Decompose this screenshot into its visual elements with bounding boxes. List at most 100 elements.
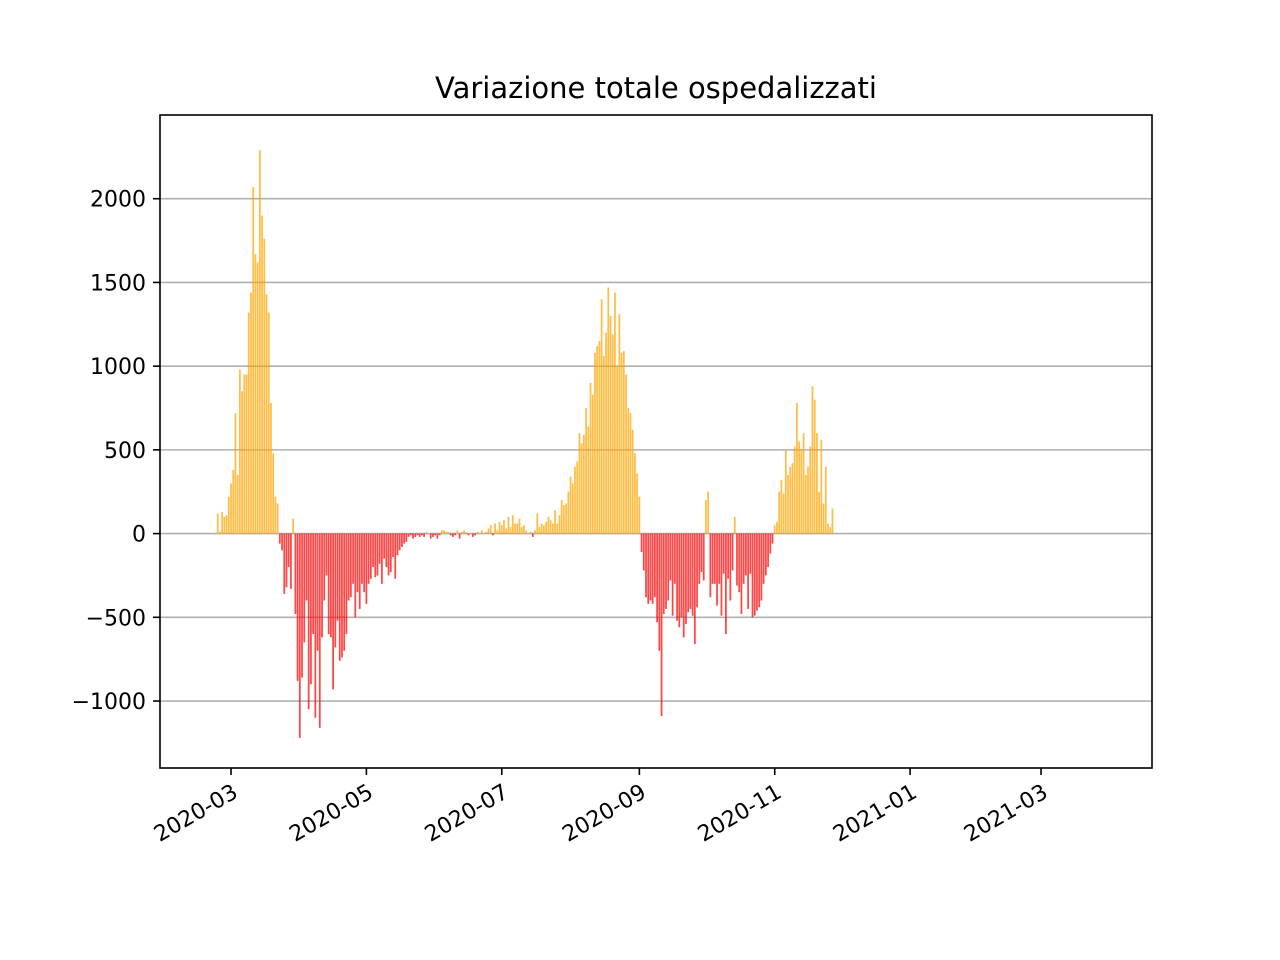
bar (702, 533, 705, 581)
bar (440, 530, 443, 534)
bar (594, 352, 596, 534)
y-tick-label: 500 (104, 439, 146, 464)
bar (503, 520, 505, 534)
bar (265, 294, 268, 534)
bar (509, 526, 512, 534)
bar (687, 533, 690, 613)
bar (480, 530, 483, 534)
bar (729, 533, 732, 601)
bar (230, 483, 232, 534)
bar (682, 533, 685, 638)
bar (443, 530, 445, 534)
bar (491, 533, 494, 536)
bar (232, 469, 235, 534)
bar (742, 533, 745, 584)
bar (398, 533, 401, 551)
bar (305, 533, 308, 601)
x-tick-label: 2020-05 (286, 780, 378, 848)
bar (540, 523, 543, 534)
bar (649, 533, 652, 601)
bar (696, 533, 698, 608)
bar (645, 533, 647, 598)
bar (656, 533, 658, 623)
bar (582, 434, 585, 534)
bar (485, 531, 488, 534)
bar (383, 533, 386, 559)
bar (434, 533, 437, 536)
bar (263, 238, 266, 534)
bar (740, 533, 743, 614)
bar (700, 533, 703, 573)
y-tick-label: 0 (132, 523, 146, 548)
bar (296, 533, 299, 681)
bar (494, 523, 496, 534)
bar (349, 533, 352, 598)
bar (813, 399, 816, 534)
bar (671, 533, 674, 616)
bar (254, 253, 257, 534)
bar (807, 466, 809, 534)
bar (804, 474, 807, 534)
bar (416, 533, 419, 536)
x-tick-label: 2021-01 (829, 780, 921, 848)
bar (625, 374, 627, 534)
bar (811, 386, 814, 534)
bar (784, 449, 787, 534)
bar (827, 523, 829, 534)
bar (529, 531, 532, 534)
bar (691, 533, 694, 616)
x-tick-label: 2020-07 (421, 780, 513, 848)
bar (769, 533, 772, 554)
bar (310, 533, 312, 685)
bar (414, 533, 417, 537)
x-tick-label: 2021-03 (960, 780, 1052, 848)
bar (718, 533, 721, 584)
bar (802, 433, 805, 534)
bar (392, 533, 394, 558)
bar (454, 533, 457, 536)
bar (822, 503, 825, 534)
bar (611, 334, 614, 534)
bar (372, 533, 374, 568)
bar (314, 533, 317, 718)
bar (234, 413, 237, 534)
bar (276, 503, 279, 534)
bar (241, 391, 243, 534)
bar (267, 312, 270, 534)
bar (236, 474, 239, 534)
bar (725, 533, 727, 635)
bar (598, 341, 601, 534)
bar (396, 533, 399, 556)
bar (294, 533, 297, 614)
bar (638, 496, 641, 534)
bar (378, 533, 381, 564)
bar (587, 426, 590, 534)
bar (258, 150, 261, 534)
bar (709, 533, 712, 598)
bar (574, 466, 576, 534)
bar (274, 496, 277, 534)
y-tick-label: 1500 (90, 271, 146, 296)
bar (518, 518, 521, 534)
bar (809, 446, 812, 534)
bar (698, 533, 701, 584)
bar (767, 533, 769, 568)
bar (793, 446, 796, 534)
x-tick-label: 2020-11 (694, 780, 786, 848)
bar (654, 533, 656, 598)
bar (824, 466, 827, 534)
bar (338, 533, 341, 661)
bar (667, 533, 670, 601)
bar (345, 533, 348, 635)
bar (747, 533, 749, 609)
bar (585, 408, 587, 534)
bar (507, 516, 510, 534)
bar (713, 533, 716, 584)
bar (489, 525, 492, 534)
bar (420, 533, 423, 536)
bar (329, 533, 332, 638)
y-tick-label: −500 (86, 606, 146, 631)
bar (354, 533, 357, 618)
bar (525, 530, 528, 534)
bar (287, 533, 290, 568)
